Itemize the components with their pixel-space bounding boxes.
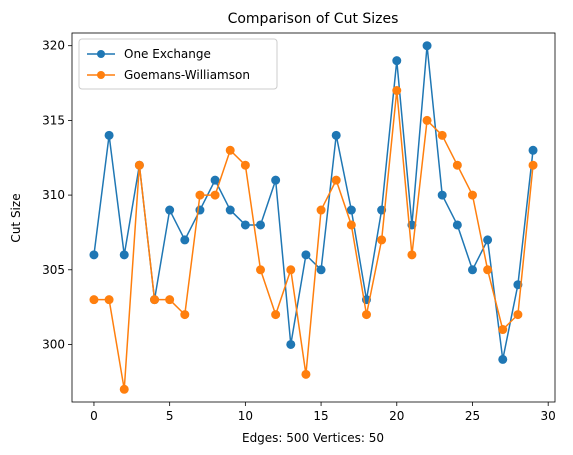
y-axis-title: Cut Size [9,193,23,242]
series-goemans-williamson [89,86,538,394]
legend-marker [97,50,105,58]
legend: One Exchange Goemans-Williamson [78,38,278,90]
data-point-goemans-williamson [361,310,371,320]
data-point-goemans-williamson [422,115,432,125]
data-point-one-exchange [513,280,523,290]
data-point-one-exchange [483,235,493,245]
data-point-goemans-williamson [256,265,266,275]
data-point-goemans-williamson [407,250,417,260]
data-point-one-exchange [422,41,432,51]
series-line-one-exchange [93,44,534,361]
data-point-goemans-williamson [316,205,326,215]
data-point-one-exchange [452,220,462,230]
data-point-one-exchange [165,205,175,215]
legend-box [78,38,278,90]
data-point-goemans-williamson [528,160,538,170]
data-point-goemans-williamson [89,295,99,305]
data-point-goemans-williamson [483,265,493,275]
data-point-one-exchange [437,190,447,200]
data-point-one-exchange [377,205,387,215]
x-tick-label: 10 [238,409,253,423]
data-point-goemans-williamson [150,295,160,305]
legend-label: Goemans-Williamson [124,68,250,82]
data-point-goemans-williamson [210,190,220,200]
x-axis-title: Edges: 500 Vertices: 50 [242,431,384,445]
x-tick-label: 15 [313,409,328,423]
data-point-one-exchange [225,205,235,215]
data-point-goemans-williamson [331,175,341,185]
data-point-goemans-williamson [513,310,523,320]
data-point-goemans-williamson [195,190,205,200]
data-point-one-exchange [392,56,402,66]
y-tick-label: 315 [42,113,65,127]
x-axis: 0 5 10 15 20 25 30 [90,402,556,423]
legend-label: One Exchange [124,47,211,61]
data-point-goemans-williamson [119,384,129,394]
x-tick-label: 5 [166,409,174,423]
data-point-goemans-williamson [240,160,250,170]
data-point-one-exchange [528,145,538,155]
data-point-goemans-williamson [165,295,175,305]
data-point-one-exchange [210,175,220,185]
chart-title: Comparison of Cut Sizes [228,11,399,27]
data-point-goemans-williamson [104,295,114,305]
data-point-goemans-williamson [452,160,462,170]
x-tick-label: 25 [465,409,480,423]
y-tick-label: 300 [42,337,65,351]
plot-area [72,33,555,402]
data-point-one-exchange [286,339,296,349]
data-point-one-exchange [256,220,266,230]
data-point-goemans-williamson [225,145,235,155]
plot-frame [71,32,556,403]
data-point-goemans-williamson [377,235,387,245]
data-point-one-exchange [104,130,114,140]
legend-marker [97,71,105,79]
x-tick-label: 20 [389,409,404,423]
data-point-one-exchange [301,250,311,260]
data-point-one-exchange [346,205,356,215]
plot-background [72,33,555,402]
data-point-one-exchange [180,235,190,245]
data-point-one-exchange [240,220,250,230]
data-point-one-exchange [331,130,341,140]
data-point-one-exchange [316,265,326,275]
data-point-one-exchange [119,250,129,260]
data-point-goemans-williamson [498,325,508,335]
data-point-one-exchange [467,265,477,275]
y-tick-label: 305 [42,263,65,277]
data-point-goemans-williamson [180,310,190,320]
data-point-goemans-williamson [271,310,281,320]
x-tick-label: 30 [541,409,556,423]
legend-item-goemans-williamson: Goemans-Williamson [87,68,250,82]
data-point-goemans-williamson [301,369,311,379]
y-axis: 300 305 310 315 320 [42,39,72,351]
x-tick-label: 0 [90,409,98,423]
data-point-one-exchange [271,175,281,185]
data-point-one-exchange [498,354,508,364]
data-point-goemans-williamson [392,86,402,96]
y-tick-label: 320 [42,39,65,53]
series-layer [89,41,538,394]
data-point-goemans-williamson [286,265,296,275]
y-tick-label: 310 [42,188,65,202]
data-point-goemans-williamson [346,220,356,230]
legend-item-one-exchange: One Exchange [87,47,211,61]
data-point-one-exchange [89,250,99,260]
data-point-goemans-williamson [437,130,447,140]
data-point-goemans-williamson [467,190,477,200]
data-point-goemans-williamson [134,160,144,170]
